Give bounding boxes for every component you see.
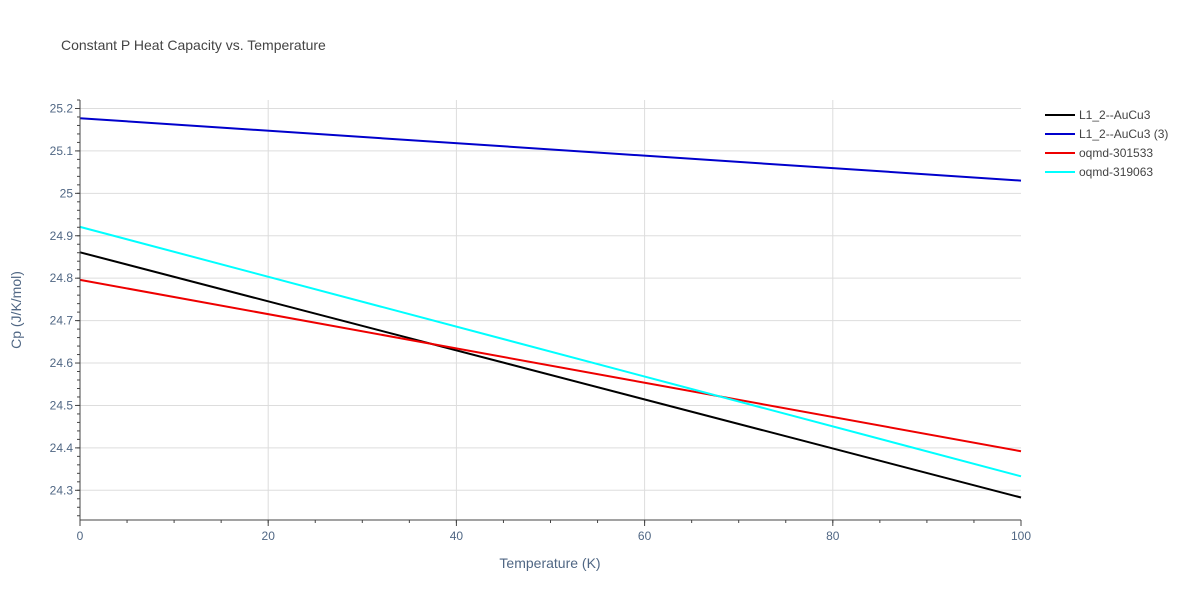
legend-item[interactable]: oqmd-301533: [1045, 146, 1153, 160]
chart-title: Constant P Heat Capacity vs. Temperature: [61, 37, 326, 53]
series-line: [79, 278, 1022, 453]
y-tick-label: 24.4: [50, 441, 74, 455]
x-axis-title: Temperature (K): [499, 555, 600, 571]
y-tick-label: 25.2: [50, 101, 74, 115]
y-tick-label: 24.5: [50, 398, 74, 412]
x-tick-label: 80: [826, 529, 840, 543]
y-tick-label: 24.7: [50, 314, 74, 328]
x-tick-label: 0: [77, 529, 84, 543]
x-tick-label: 20: [262, 529, 276, 543]
y-tick-label: 24.9: [50, 229, 74, 243]
series-line: [79, 251, 1022, 499]
x-tick-label: 100: [1011, 529, 1031, 543]
axes: 24.3 24.4 24.5 24.6 24.7 24.8 24.9 25 25.1 25.2 0 2…: [50, 99, 1031, 543]
legend-label: L1_2--AuCu3 (3): [1079, 127, 1168, 141]
series-line: [79, 117, 1022, 182]
series-line: [79, 225, 1022, 478]
y-axis-title: Cp (J/K/mol): [8, 271, 24, 349]
y-tick-label: 25.1: [50, 144, 74, 158]
legend-label: oqmd-319063: [1079, 165, 1153, 179]
y-tick-label: 24.8: [50, 271, 74, 285]
x-tick-label: 60: [638, 529, 652, 543]
legend-label: L1_2--AuCu3: [1079, 108, 1151, 122]
y-tick-label: 25: [60, 186, 74, 200]
legend-item[interactable]: oqmd-319063: [1045, 165, 1153, 179]
legend-item[interactable]: L1_2--AuCu3: [1045, 108, 1151, 122]
y-tick-label: 24.6: [50, 356, 74, 370]
legend-item[interactable]: L1_2--AuCu3 (3): [1045, 127, 1168, 141]
legend-label: oqmd-301533: [1079, 146, 1153, 160]
grid: [80, 100, 1021, 520]
legend[interactable]: L1_2--AuCu3 L1_2--AuCu3 (3) oqmd-301533 oqm…: [1045, 108, 1168, 179]
y-tick-label: 24.3: [50, 483, 74, 497]
x-tick-label: 40: [450, 529, 464, 543]
plot-area: [79, 117, 1022, 499]
